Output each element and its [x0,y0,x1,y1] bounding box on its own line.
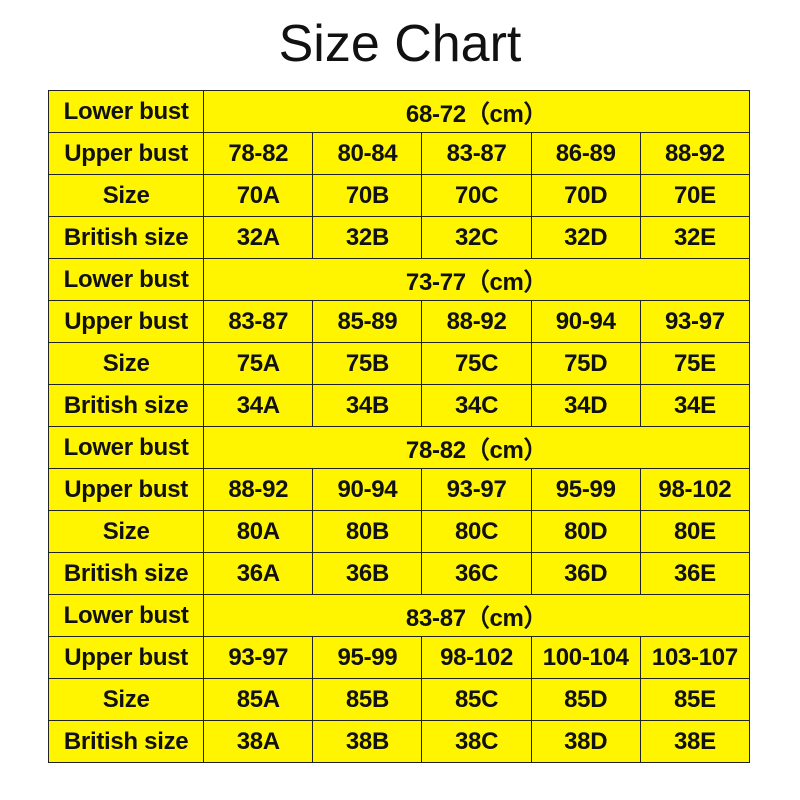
british-size-cell: 34A [203,384,314,427]
row-label: Lower bust [47,258,205,301]
upper-bust-cell: 80-84 [312,132,423,175]
row-label: British size [47,216,205,259]
row-label: Size [47,174,205,217]
size-cell: 70A [203,174,314,217]
upper-bust-cell: 95-99 [312,636,423,679]
row-label: Lower bust [47,426,205,469]
upper-bust-cell: 90-94 [312,468,423,511]
size-cell: 75B [312,342,423,385]
upper-bust-cell: 103-107 [639,636,751,679]
size-cell: 85A [203,678,314,721]
upper-bust-cell: 90-94 [530,300,641,343]
row-label: Lower bust [47,90,205,133]
size-row: Size 80A 80B 80C 80D 80E [47,510,751,553]
british-size-cell: 32A [203,216,314,259]
upper-bust-cell: 85-89 [312,300,423,343]
size-cell: 70D [530,174,641,217]
upper-bust-row: Upper bust 83-87 85-89 88-92 90-94 93-97 [47,300,751,343]
row-label: Size [47,678,205,721]
size-row: Size 70A 70B 70C 70D 70E [47,174,751,217]
size-cell: 80C [421,510,532,553]
size-row: Size 75A 75B 75C 75D 75E [47,342,751,385]
british-size-cell: 34C [421,384,532,427]
row-label: Upper bust [47,468,205,511]
row-label: Size [47,342,205,385]
upper-bust-cell: 98-102 [421,636,532,679]
page-title: Size Chart [278,15,522,73]
british-size-cell: 38E [639,720,751,763]
row-label: British size [47,720,205,763]
british-size-cell: 38D [530,720,641,763]
lower-bust-value: 78-82（cm） [203,426,750,469]
upper-bust-cell: 98-102 [639,468,751,511]
british-size-cell: 34D [530,384,641,427]
upper-bust-cell: 93-97 [203,636,314,679]
lower-bust-row: Lower bust 73-77（cm） [47,258,750,301]
size-cell: 85B [312,678,423,721]
upper-bust-cell: 83-87 [203,300,314,343]
size-cell: 80D [530,510,641,553]
row-label: Size [47,510,205,553]
british-size-cell: 36C [421,552,532,595]
upper-bust-cell: 86-89 [530,132,641,175]
british-size-row: British size 38A 38B 38C 38D 38E [47,720,751,763]
lower-bust-value: 83-87（cm） [203,594,750,637]
upper-bust-cell: 100-104 [530,636,641,679]
upper-bust-row: Upper bust 78-82 80-84 83-87 86-89 88-92 [47,132,751,175]
size-cell: 85D [530,678,641,721]
british-size-row: British size 36A 36B 36C 36D 36E [47,552,751,595]
size-cell: 75A [203,342,314,385]
british-size-row: British size 34A 34B 34C 34D 34E [47,384,751,427]
upper-bust-cell: 93-97 [421,468,532,511]
upper-bust-cell: 88-92 [639,132,751,175]
british-size-cell: 38A [203,720,314,763]
lower-bust-value: 68-72（cm） [203,90,750,133]
upper-bust-row: Upper bust 88-92 90-94 93-97 95-99 98-102 [47,468,751,511]
lower-bust-row: Lower bust 68-72（cm） [47,90,750,133]
upper-bust-cell: 83-87 [421,132,532,175]
upper-bust-row: Upper bust 93-97 95-99 98-102 100-104 103-107 [47,636,751,679]
size-cell: 85E [639,678,751,721]
size-cell: 70B [312,174,423,217]
row-label: Upper bust [47,132,205,175]
size-chart-table: Lower bust 68-72（cm） Upper bust 78-82 80-84 8… [47,90,751,763]
lower-bust-row: Lower bust 83-87（cm） [47,594,750,637]
size-cell: 85C [421,678,532,721]
row-label: Upper bust [47,636,205,679]
upper-bust-cell: 88-92 [421,300,532,343]
british-size-cell: 34E [639,384,751,427]
british-size-cell: 32E [639,216,751,259]
british-size-cell: 36B [312,552,423,595]
british-size-row: British size 32A 32B 32C 32D 32E [47,216,751,259]
upper-bust-cell: 93-97 [639,300,751,343]
british-size-cell: 36D [530,552,641,595]
size-cell: 75C [421,342,532,385]
row-label: British size [47,552,205,595]
size-cell: 80E [639,510,751,553]
british-size-cell: 32B [312,216,423,259]
british-size-cell: 36E [639,552,751,595]
size-row: Size 85A 85B 85C 85D 85E [47,678,751,721]
row-label: British size [47,384,205,427]
british-size-cell: 34B [312,384,423,427]
upper-bust-cell: 78-82 [203,132,314,175]
british-size-cell: 36A [203,552,314,595]
row-label: Lower bust [47,594,205,637]
upper-bust-cell: 95-99 [530,468,641,511]
size-cell: 80B [312,510,423,553]
british-size-cell: 32D [530,216,641,259]
size-cell: 80A [203,510,314,553]
size-cell: 75D [530,342,641,385]
british-size-cell: 38C [421,720,532,763]
british-size-cell: 32C [421,216,532,259]
lower-bust-value: 73-77（cm） [203,258,750,301]
size-cell: 75E [639,342,751,385]
size-cell: 70E [639,174,751,217]
british-size-cell: 38B [312,720,423,763]
lower-bust-row: Lower bust 78-82（cm） [47,426,750,469]
size-cell: 70C [421,174,532,217]
row-label: Upper bust [47,300,205,343]
upper-bust-cell: 88-92 [203,468,314,511]
